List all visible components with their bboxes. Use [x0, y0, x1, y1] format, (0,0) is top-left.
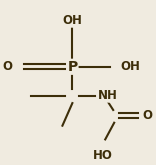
Text: HO: HO	[93, 149, 113, 162]
Text: O: O	[142, 109, 152, 122]
Text: NH: NH	[98, 89, 118, 102]
Text: P: P	[67, 60, 78, 74]
Text: O: O	[3, 60, 13, 73]
Text: OH: OH	[120, 60, 140, 73]
Text: OH: OH	[62, 14, 82, 27]
